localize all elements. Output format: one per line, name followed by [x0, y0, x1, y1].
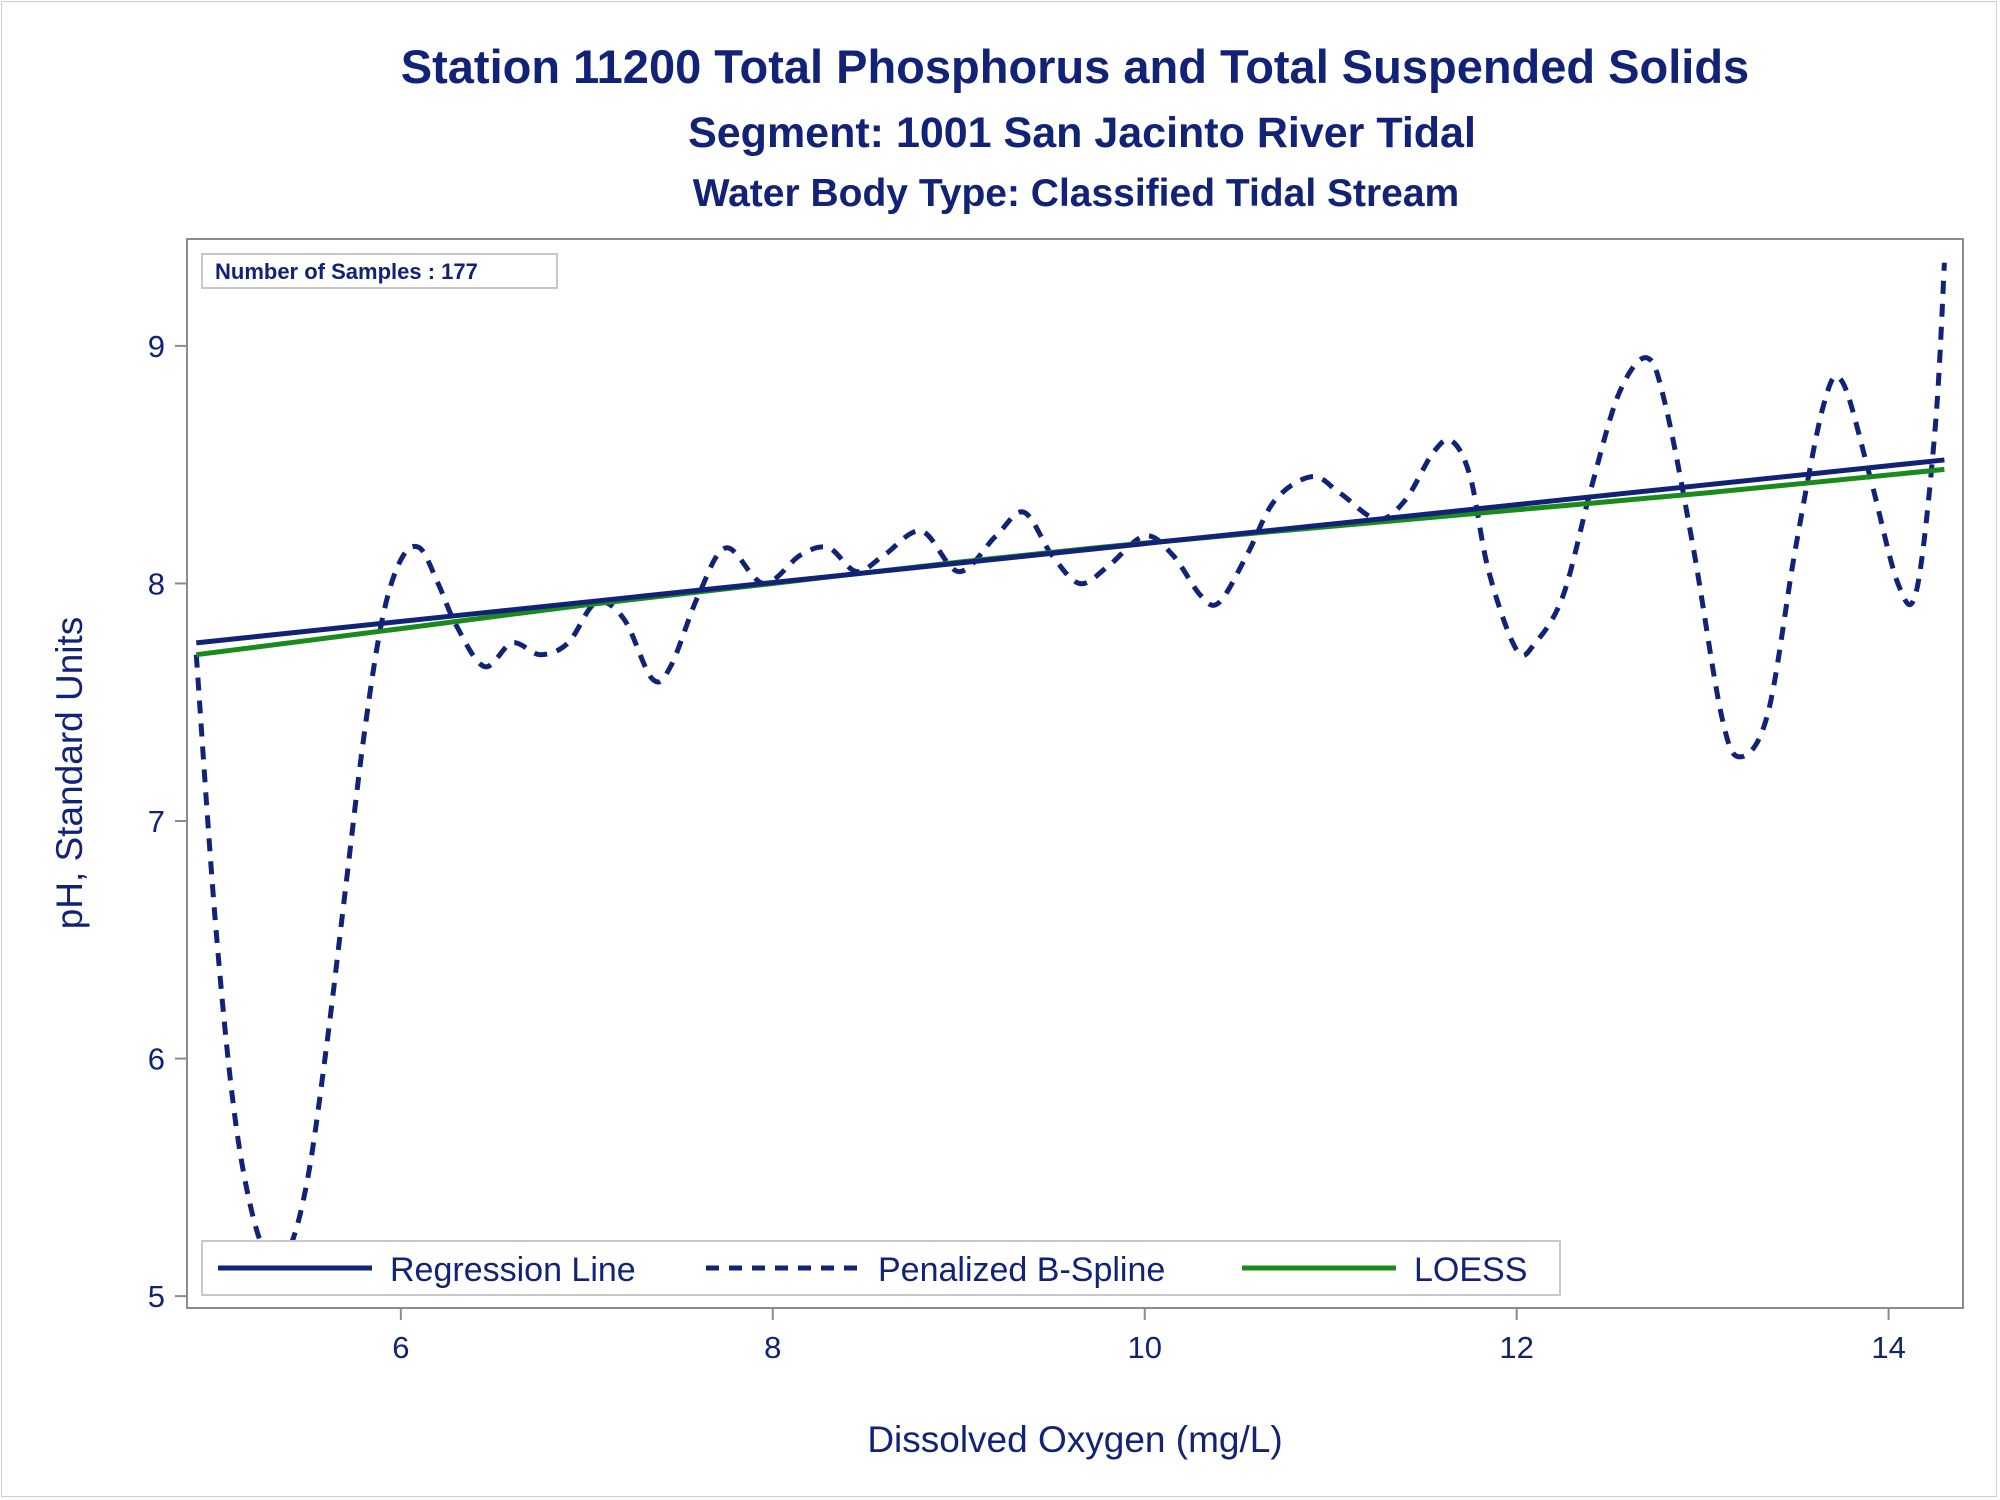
- axis-ticks: 6 8 10 12 14 5 6 7 8 9: [148, 329, 1906, 1365]
- sample-count-text: Number of Samples : 177: [215, 259, 478, 284]
- x-tick-label: 10: [1127, 1330, 1161, 1365]
- y-tick-label: 5: [148, 1279, 165, 1314]
- x-tick-label: 14: [1871, 1330, 1905, 1365]
- regression-line: [196, 457, 1945, 646]
- legend-label-loess: LOESS: [1414, 1251, 1527, 1289]
- y-tick-label: 8: [148, 566, 165, 601]
- sample-count-box: Number of Samples : 177: [201, 253, 558, 289]
- penalized-b-spline-line: [193, 262, 1947, 1266]
- series-layer: [193, 262, 1947, 1266]
- y-tick-label: 6: [148, 1042, 165, 1077]
- chart-title: Station 11200 Total Phosphorus and Total…: [401, 40, 1749, 93]
- x-tick-label: 6: [392, 1330, 409, 1365]
- legend-label-bspline: Penalized B-Spline: [878, 1251, 1165, 1289]
- chart-subtitle: Segment: 1001 San Jacinto River Tidal: [688, 109, 1476, 157]
- x-axis-label: Dissolved Oxygen (mg/L): [867, 1419, 1282, 1460]
- x-tick-label: 12: [1499, 1330, 1533, 1365]
- y-axis-label: pH, Standard Units: [49, 617, 90, 930]
- x-tick-label: 8: [764, 1330, 781, 1365]
- legend: Regression Line Penalized B-Spline LOESS: [201, 1240, 1561, 1296]
- plot-area: [186, 238, 1964, 1309]
- legend-label-regression: Regression Line: [390, 1251, 636, 1289]
- chart-subtitle-2: Water Body Type: Classified Tidal Stream: [693, 172, 1459, 215]
- y-tick-label: 7: [148, 804, 165, 839]
- y-tick-label: 9: [148, 329, 165, 364]
